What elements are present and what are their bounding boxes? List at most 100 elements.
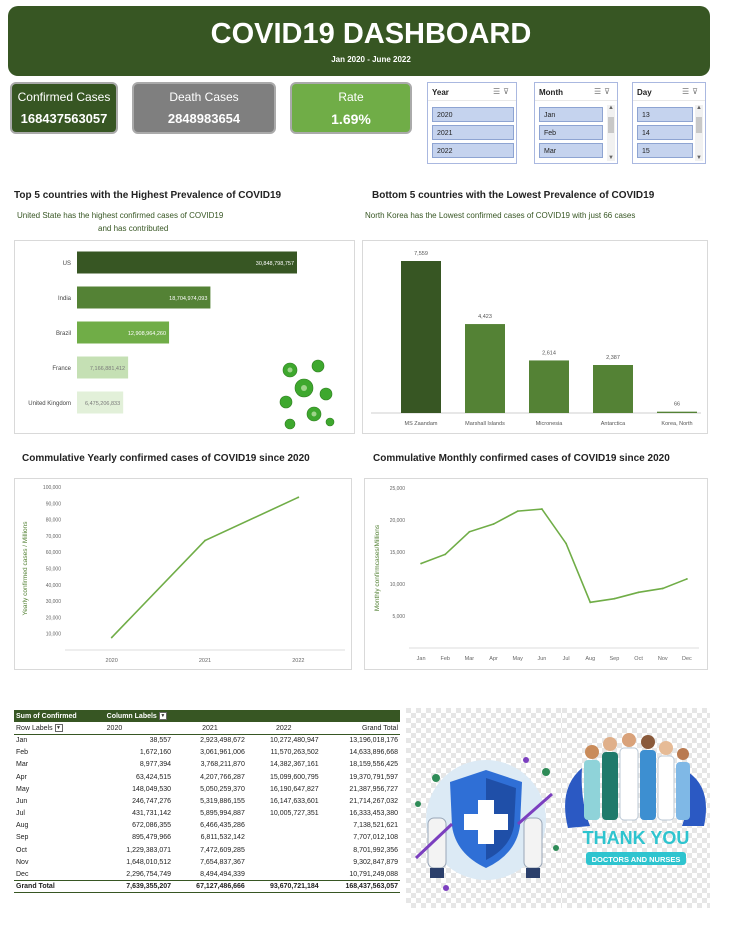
pivot-cell xyxy=(247,856,321,868)
pivot-cell: Dec xyxy=(16,870,29,878)
slicer-item[interactable]: 15 xyxy=(637,143,693,158)
bottom5-value-label: 7,559 xyxy=(414,251,428,257)
pivot-cell: Nov xyxy=(16,858,29,866)
day-slicer[interactable]: Day ☰⊽ 13 14 15 ▲ ▼ xyxy=(632,82,706,164)
monthly-line-chart: 5,000 10,000 15,000 20,000 25,000 Jan Feb Mar Ap… xyxy=(374,486,699,662)
slicer-item[interactable]: Feb xyxy=(539,125,603,140)
monthly-point xyxy=(541,508,543,510)
slicer-item[interactable]: Jan xyxy=(539,107,603,122)
rate-value: 1.69% xyxy=(331,111,371,127)
top5-chart-panel: US 30,848,798,757 India 18,704,974,093 Brazi… xyxy=(14,240,355,434)
confirmed-cases-card: Confirmed Cases 168437563057 xyxy=(10,82,118,134)
yearly-y-tick-label: 100,000 xyxy=(43,485,61,491)
slicer-item[interactable]: 2021 xyxy=(432,125,514,140)
top5-value-label: 7,166,881,412 xyxy=(90,366,125,372)
slicer-item[interactable]: 14 xyxy=(637,125,693,140)
death-cases-label: Death Cases xyxy=(169,90,239,104)
month-slicer[interactable]: Month ☰⊽ Jan Feb Mar ▲ ▼ xyxy=(534,82,618,164)
pivot-cell: 2,923,498,672 xyxy=(200,737,245,745)
top5-subtitle-line1: United State has the highest confirmed c… xyxy=(17,211,224,220)
pivot-col-header: 2021 xyxy=(173,722,247,735)
death-cases-card: Death Cases 2848983654 xyxy=(132,82,276,134)
slicer-item[interactable]: 2022 xyxy=(432,143,514,158)
multi-select-icon[interactable]: ☰ xyxy=(681,87,693,96)
slicer-scrollbar[interactable]: ▲ ▼ xyxy=(607,105,615,161)
pivot-cell: 13,196,018,176 xyxy=(349,737,398,745)
pivot-cell: Sep xyxy=(16,834,29,842)
multi-select-icon[interactable]: ☰ xyxy=(593,87,605,96)
pivot-cell: 7,472,609,285 xyxy=(200,846,245,854)
thank-you-poster: THANK YOU DOCTORS AND NURSES xyxy=(562,708,710,908)
slicer-scrollbar[interactable]: ▲ ▼ xyxy=(695,105,703,161)
yearly-x-tick-label: 2020 xyxy=(106,658,118,664)
clear-filter-icon[interactable]: ⊽ xyxy=(604,87,613,96)
yearly-series-line xyxy=(111,496,299,639)
bottom5-category-label: Marshall Islands xyxy=(465,421,505,427)
pivot-cell: 4,207,766,287 xyxy=(200,773,245,781)
scroll-up-icon[interactable]: ▲ xyxy=(608,105,614,111)
pivot-cell: May xyxy=(16,785,30,793)
poster-thank-you-text: THANK YOU xyxy=(583,828,690,848)
clear-filter-icon[interactable]: ⊽ xyxy=(692,87,701,96)
scroll-down-icon[interactable]: ▼ xyxy=(696,155,702,161)
monthly-point xyxy=(613,597,616,600)
pivot-cell: 16,190,647,827 xyxy=(270,785,319,793)
pivot-cell: 38,557 xyxy=(149,737,172,745)
pivot-cell: 16,333,453,380 xyxy=(349,810,398,818)
monthly-x-tick-label: Dec xyxy=(682,656,692,662)
top5-category-label: US xyxy=(63,261,71,267)
top5-category-label: India xyxy=(58,296,72,302)
monthly-x-tick-label: Aug xyxy=(585,656,595,662)
pivot-cell: 21,714,267,032 xyxy=(349,797,398,805)
pivot-row: Apr 63,424,515 4,207,766,287 15,099,600,795… xyxy=(14,771,400,783)
monthly-x-tick-label: Apr xyxy=(489,656,498,662)
slicer-item[interactable]: Mar xyxy=(539,143,603,158)
yearly-y-tick-label: 30,000 xyxy=(46,599,62,605)
yearly-x-tick-label: 2022 xyxy=(292,658,304,664)
row-filter-dropdown-icon[interactable]: ▼ xyxy=(54,724,63,733)
multi-select-icon[interactable]: ☰ xyxy=(492,87,504,96)
slicer-item[interactable]: 13 xyxy=(637,107,693,122)
pivot-cell xyxy=(247,844,321,856)
pivot-row: Nov 1,648,010,512 7,654,837,367 9,302,847,8… xyxy=(14,856,400,868)
column-filter-dropdown-icon[interactable]: ▼ xyxy=(158,712,167,721)
monthly-point xyxy=(661,587,664,590)
shield-illustration xyxy=(406,708,562,908)
pivot-cell: 7,654,837,367 xyxy=(200,858,245,866)
monthly-y-axis-label: Monthly confirmcases/Millions xyxy=(374,524,381,611)
pivot-cell: 7,639,355,207 xyxy=(104,880,174,894)
pivot-cell: 93,670,721,184 xyxy=(246,880,321,894)
monthly-point xyxy=(637,591,640,594)
yearly-y-tick-label: 70,000 xyxy=(46,534,62,540)
pivot-col-header: 2020 xyxy=(104,722,174,735)
pivot-cell: 1,648,010,512 xyxy=(126,858,172,866)
yearly-point xyxy=(204,539,206,542)
pivot-cell: 19,370,791,597 xyxy=(349,773,398,781)
pivot-cell: Apr xyxy=(16,773,27,781)
pivot-row-labels: Row Labels xyxy=(16,724,53,732)
pivot-cell: Feb xyxy=(16,749,29,757)
pivot-cell: 5,319,886,155 xyxy=(200,797,245,805)
yearly-title: Commulative Yearly confirmed cases of CO… xyxy=(22,453,310,464)
monthly-series-line xyxy=(420,508,688,604)
monthly-y-tick-label: 20,000 xyxy=(390,518,406,524)
year-slicer-title: Year xyxy=(428,83,516,101)
slicer-item[interactable]: 2020 xyxy=(432,107,514,122)
clear-filter-icon[interactable]: ⊽ xyxy=(503,87,512,96)
year-slicer[interactable]: Year ☰⊽ 2020 2021 2022 xyxy=(427,82,517,164)
pivot-row: Jan 38,557 2,923,498,672 10,272,480,947 13,1… xyxy=(14,734,400,746)
pivot-cell: 21,387,956,727 xyxy=(349,785,398,793)
pivot-table[interactable]: Sum of Confirmed Column Labels ▼ Row Lab… xyxy=(14,710,400,894)
scroll-up-icon[interactable]: ▲ xyxy=(696,105,702,111)
monthly-chart-panel: 5,000 10,000 15,000 20,000 25,000 Jan Feb Mar Ap… xyxy=(364,478,708,670)
pivot-col-header: 2022 xyxy=(246,722,321,735)
yearly-point xyxy=(297,496,300,499)
pivot-row: Sep 895,479,966 6,811,532,142 7,707,012,108 xyxy=(14,832,400,844)
pivot-cell: 246,747,276 xyxy=(132,797,172,805)
day-slicer-title: Day xyxy=(633,83,705,101)
monthly-y-tick-label: 15,000 xyxy=(390,550,406,556)
poster-doctors-nurses-text: DOCTORS AND NURSES xyxy=(592,855,681,864)
bottom5-bar-chart: 7,559 MS Zaandam 4,423 Marshall Islands 2,61… xyxy=(371,251,701,427)
scroll-down-icon[interactable]: ▼ xyxy=(608,155,614,161)
top5-category-label: Brazil xyxy=(56,331,71,337)
